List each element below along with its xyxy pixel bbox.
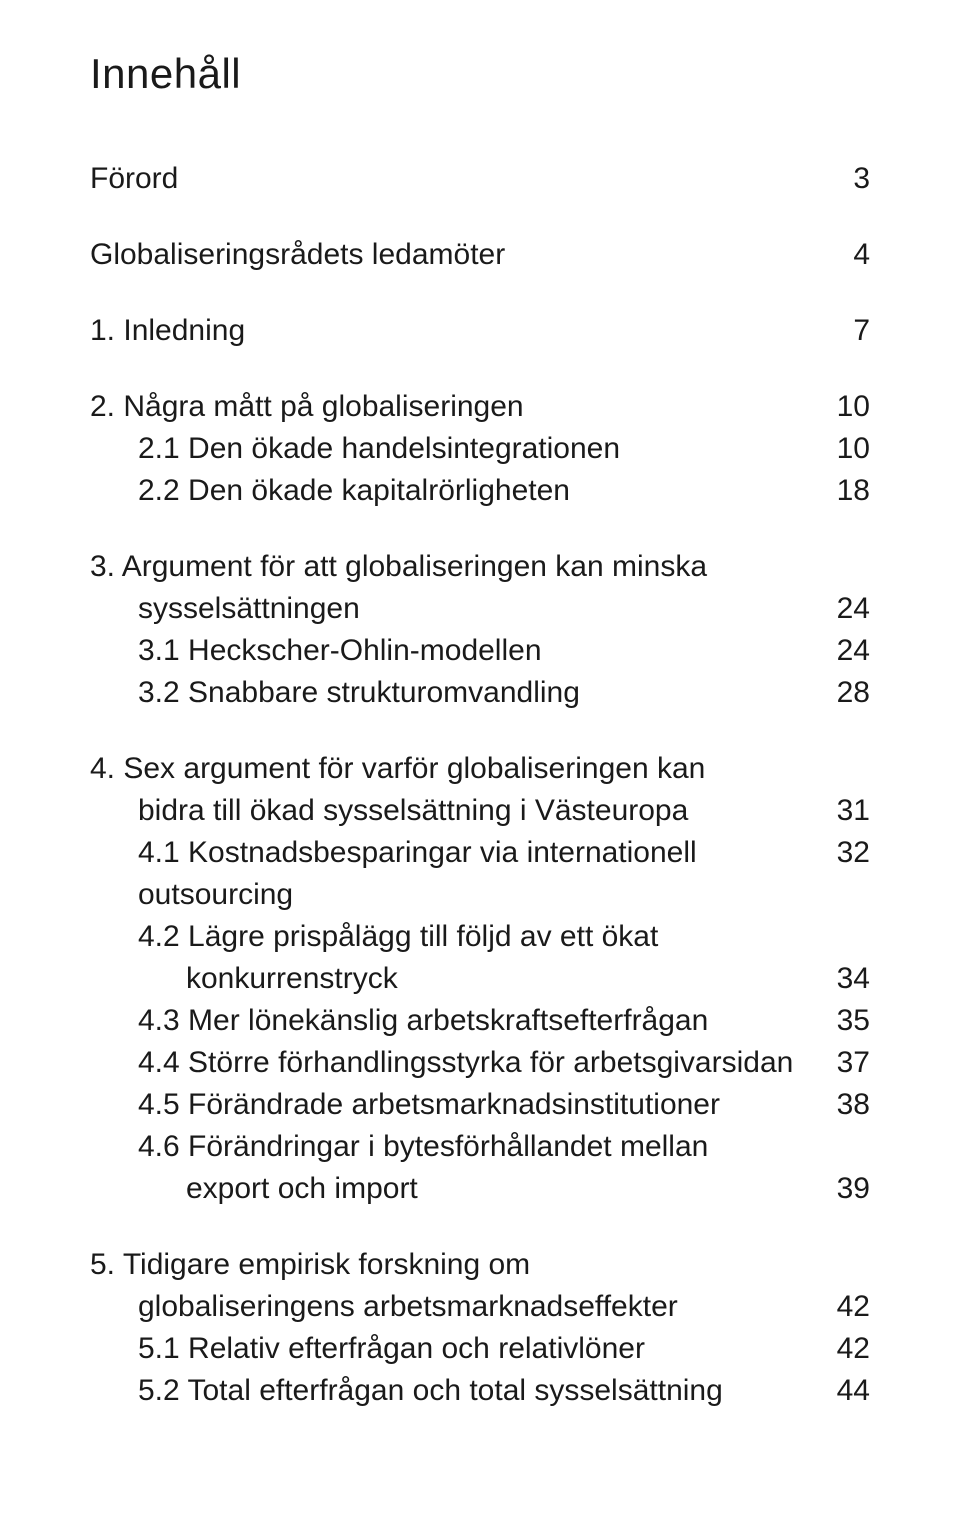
toc-entry-label: 5.1 Relativ efterfrågan och relativlöner	[90, 1328, 837, 1370]
toc-entry: 2. Några mått på globaliseringen10	[90, 386, 870, 428]
toc-entry-label: sysselsättningen	[90, 588, 837, 630]
toc-entry-page: 38	[837, 1084, 870, 1126]
toc-entry-label: Förord	[90, 158, 853, 200]
toc-entry: 4.1 Kostnadsbesparingar via internatione…	[90, 832, 870, 916]
toc-entry-label: 4.3 Mer lönekänslig arbetskraftsefterfrå…	[90, 1000, 837, 1042]
toc-entry-label: globaliseringens arbetsmarknadseffekter	[90, 1286, 837, 1328]
toc-entry-label: 2.2 Den ökade kapitalrörligheten	[90, 470, 837, 512]
toc-entry-page: 44	[837, 1370, 870, 1412]
toc-entry-label: 4.4 Större förhandlingsstyrka för arbets…	[90, 1042, 837, 1084]
toc-gap	[90, 714, 870, 748]
toc-gap	[90, 200, 870, 234]
toc-entry-label: 1. Inledning	[90, 310, 853, 352]
toc-entry: export och import39	[90, 1168, 870, 1210]
toc-entry: bidra till ökad sysselsättning i Västeur…	[90, 790, 870, 832]
toc-entry-page: 39	[837, 1168, 870, 1210]
toc-entry-page: 7	[853, 310, 870, 352]
toc-entry: 5.2 Total efterfrågan och total sysselsä…	[90, 1370, 870, 1412]
toc-entry: Globaliseringsrådets ledamöter4	[90, 234, 870, 276]
toc-entry-page: 28	[837, 672, 870, 714]
toc-entry-label: Globaliseringsrådets ledamöter	[90, 234, 853, 276]
toc-entry-label: 4.1 Kostnadsbesparingar via internatione…	[90, 832, 837, 916]
toc-entry: 4.4 Större förhandlingsstyrka för arbets…	[90, 1042, 870, 1084]
toc-entry: 4.2 Lägre prispålägg till följd av ett ö…	[90, 916, 870, 958]
toc-entry: 3.1 Heckscher-Ohlin-modellen24	[90, 630, 870, 672]
toc-entry-label: bidra till ökad sysselsättning i Västeur…	[90, 790, 837, 832]
toc-entry: 4.5 Förändrade arbetsmarknadsinstitution…	[90, 1084, 870, 1126]
page-title: Innehåll	[90, 50, 870, 98]
toc-entry-page: 31	[837, 790, 870, 832]
toc-entry-label: 4.5 Förändrade arbetsmarknadsinstitution…	[90, 1084, 837, 1126]
toc-entry: 5.1 Relativ efterfrågan och relativlöner…	[90, 1328, 870, 1370]
toc-entry: konkurrenstryck34	[90, 958, 870, 1000]
toc-entry-label: 5. Tidigare empirisk forskning om	[90, 1244, 870, 1286]
toc-entry-page: 24	[837, 588, 870, 630]
toc-entry-page: 10	[837, 386, 870, 428]
toc-entry-label: 4.6 Förändringar i bytesförhållandet mel…	[90, 1126, 870, 1168]
toc-entry-label: 4.2 Lägre prispålägg till följd av ett ö…	[90, 916, 870, 958]
toc-entry-page: 4	[853, 234, 870, 276]
toc-entry-page: 24	[837, 630, 870, 672]
toc-entry-page: 42	[837, 1328, 870, 1370]
toc-entry-label: 5.2 Total efterfrågan och total sysselsä…	[90, 1370, 837, 1412]
toc-entry-page: 3	[853, 158, 870, 200]
toc-gap	[90, 276, 870, 310]
toc-entry-page: 35	[837, 1000, 870, 1042]
toc-gap	[90, 512, 870, 546]
toc-entry: 2.2 Den ökade kapitalrörligheten18	[90, 470, 870, 512]
toc-entry-page: 18	[837, 470, 870, 512]
toc-entry: 4.6 Förändringar i bytesförhållandet mel…	[90, 1126, 870, 1168]
toc-entry-page: 32	[837, 832, 870, 874]
toc-entry: 3. Argument för att globaliseringen kan …	[90, 546, 870, 588]
toc-entry-page: 10	[837, 428, 870, 470]
toc-entry-label: 2. Några mått på globaliseringen	[90, 386, 837, 428]
toc-entry: 2.1 Den ökade handelsintegrationen10	[90, 428, 870, 470]
toc-entry: 3.2 Snabbare strukturomvandling28	[90, 672, 870, 714]
toc-entry-page: 42	[837, 1286, 870, 1328]
toc-entry: sysselsättningen24	[90, 588, 870, 630]
toc-entry: globaliseringens arbetsmarknadseffekter4…	[90, 1286, 870, 1328]
toc-entry-page: 34	[837, 958, 870, 1000]
toc-entry-label: export och import	[90, 1168, 837, 1210]
toc-entry: 1. Inledning7	[90, 310, 870, 352]
toc-entry: 4. Sex argument för varför globalisering…	[90, 748, 870, 790]
toc-entry: 4.3 Mer lönekänslig arbetskraftsefterfrå…	[90, 1000, 870, 1042]
toc-gap	[90, 1210, 870, 1244]
toc-entry-label: 3.1 Heckscher-Ohlin-modellen	[90, 630, 837, 672]
toc-entry-label: 2.1 Den ökade handelsintegrationen	[90, 428, 837, 470]
toc-entry: 5. Tidigare empirisk forskning om	[90, 1244, 870, 1286]
toc-entry-page: 37	[837, 1042, 870, 1084]
toc-entry-label: 3.2 Snabbare strukturomvandling	[90, 672, 837, 714]
toc-entry: Förord3	[90, 158, 870, 200]
table-of-contents: Förord3Globaliseringsrådets ledamöter41.…	[90, 158, 870, 1412]
toc-entry-label: 3. Argument för att globaliseringen kan …	[90, 546, 870, 588]
toc-entry-label: konkurrenstryck	[90, 958, 837, 1000]
toc-gap	[90, 352, 870, 386]
toc-entry-label: 4. Sex argument för varför globalisering…	[90, 748, 870, 790]
